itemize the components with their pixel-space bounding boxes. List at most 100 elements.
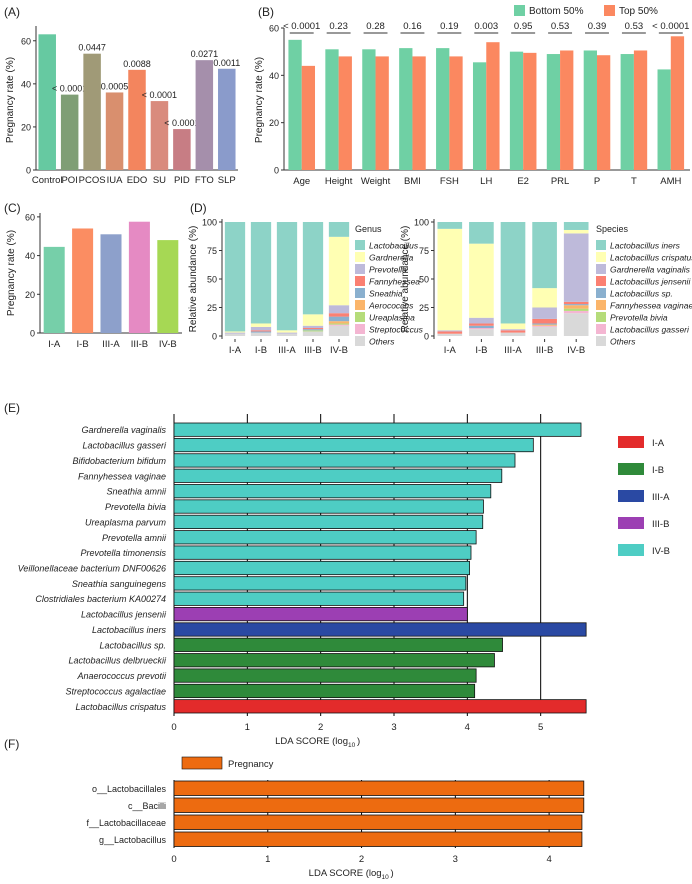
b-bar-amh-bottom-50 [657,69,671,170]
d-genus-legend-label: Aerococcus [368,301,414,311]
d-species-segment-i-a-lactobacillus-crispatus [437,228,463,331]
e-feature-label: Lactobacillus jensenii [81,610,167,620]
f-x-tick-label: 0 [171,854,176,865]
e-x-tick-label: 2 [318,722,323,733]
e-feature-label: Streptococcus agalactiae [65,686,166,696]
d-genus-legend-label: Ureaplasma [369,313,415,323]
a-p-value-label: 0.0271 [191,49,219,59]
d-genus-y-tick-label: 25 [207,303,217,313]
c-y-tick-label: 40 [25,251,35,261]
d-genus-legend-label: Prevotella [369,265,407,275]
panel-label-a: (A) [4,5,20,19]
d-genus-segment-i-a-lactobacillus [224,222,246,332]
e-bar-bifidobacterium-bifidum [173,453,516,468]
b-bar-age-bottom-50 [288,39,302,171]
a-bar-pcos [83,53,101,170]
e-bar-lactobacillus-jensenii [173,607,468,622]
e-bar-fannyhessea-vaginae [173,468,503,483]
a-x-tick-label: EDO [127,175,148,186]
b-p-value-label: 0.003 [474,21,498,32]
d-genus-legend-label: Fannyhessea [369,277,420,287]
b-y-tick-label: 40 [269,71,279,81]
d-species-segment-i-b-lactobacillus-crispatus [469,243,494,318]
e-feature-label: Bifidobacterium bifidum [72,456,166,466]
d-species-segment-i-a-lactobacillus-jensenii [437,331,463,334]
d-genus-legend-swatch-lactobacillus [355,240,365,250]
e-x-axis-label: LDA SCORE (log [275,736,348,747]
d-species-legend-swatch-lactobacillus-gasseri [596,324,606,334]
d-species-x-tick-label: III-A [504,345,522,356]
d-genus-y-tick-label: 100 [202,218,217,228]
f-feature-label: f__Lactobacillaceae [86,818,166,828]
d-genus-segment-i-b-sneathia [250,331,272,333]
a-x-tick-label: FTO [195,175,214,186]
d-species-legend-label: Fannyhessea vaginae [610,301,692,311]
e-feature-label: Prevotella bivia [105,502,166,512]
d-species-legend-swatch-others [596,336,606,346]
d-genus-segment-i-b-fannyhessea [250,330,272,332]
b-bar-lh-top-50 [486,42,500,171]
d-species-segment-iii-b-gardnerella-vaginalis [532,307,557,319]
d-species-segment-i-b-gardnerella-vaginalis [469,317,494,324]
b-bar-weight-top-50 [375,56,389,170]
e-feature-label: Prevotella timonensis [80,548,166,558]
d-species-segment-iii-b-others [532,326,557,336]
d-genus-segment-iii-b-fannyhessea [302,328,324,330]
d-species-x-tick-label: I-B [475,345,487,356]
b-bar-lh-bottom-50 [472,62,487,170]
d-species-segment-iii-b-fannyhessea-vaginae [532,324,557,326]
c-x-tick-label: III-A [102,339,120,350]
d-genus-x-tick-label: III-A [278,345,296,356]
b-bar-p-top-50 [596,55,611,170]
a-bar-pid [173,129,191,170]
b-legend-swatch-top-50 [604,5,615,16]
e-x-tick-label: 5 [538,722,543,733]
d-genus-y-axis-label: Relative abundance (%) [188,226,199,333]
d-species-segment-i-b-lactobacillus-gasseri [469,328,494,330]
f-x-tick-label: 3 [453,854,458,865]
d-species-legend-swatch-lactobacillus-iners [596,240,606,250]
a-bar-fto [195,60,214,170]
a-bar-control [38,34,56,170]
e-bar-sneathia-amnii [173,484,492,499]
b-p-value-label: 0.53 [551,21,570,32]
a-y-tick-label: 40 [21,79,31,89]
a-p-value-label: 0.0011 [213,58,240,68]
a-x-tick-label: SU [153,175,166,186]
b-bar-fsh-bottom-50 [436,48,450,170]
b-y-tick-label: 60 [269,24,279,34]
d-genus-legend-label: Others [369,337,395,347]
a-y-axis-label: Pregnancy rate (%) [5,57,16,143]
d-species-segment-iv-b-others [563,313,589,336]
d-species-legend-label: Lactobacillus sp. [610,289,673,299]
d-species-segment-iii-b-lactobacillus-gasseri [532,325,557,327]
d-genus-segment-iv-b-lactobacillus [328,222,350,237]
d-genus-x-tick-label: III-B [304,345,321,356]
e-legend-swatch-iii-a [618,490,644,502]
b-x-tick-label: T [631,176,637,187]
a-x-tick-label: PID [174,175,190,186]
e-feature-label: Lactobacillus iners [92,625,167,635]
d-genus-legend-label: Sneathia [369,289,403,299]
f-x-axis-label-end: ) [391,868,394,879]
c-y-axis-label: Pregnancy rate (%) [6,230,17,316]
d-species-legend-swatch-fannyhessea-vaginae [596,300,606,310]
d-species-segment-iv-b-lactobacillus-sp [563,304,589,306]
b-x-tick-label: P [594,176,600,187]
e-feature-label: Lactobacillus delbrueckii [68,656,167,666]
f-legend-swatch-pregnancy [181,756,223,770]
b-p-value-label: 0.16 [403,21,422,32]
d-species-segment-iv-b-fannyhessea-vaginae [563,305,589,309]
d-species-y-axis-label: Relative abundance (%) [400,226,411,333]
d-species-segment-iii-a-others [500,332,526,336]
d-genus-x-tick-label: I-B [255,345,267,356]
b-bar-amh-top-50 [670,36,685,171]
b-p-value-label: 0.19 [440,21,459,32]
c-y-tick-label: 20 [25,290,35,300]
c-bar-iii-a [100,234,122,333]
d-genus-segment-iii-a-others [276,333,298,336]
e-feature-label: Lactobacillus sp. [99,640,166,650]
e-feature-label: Ureaplasma parvum [85,517,167,527]
d-genus-segment-i-b-others [250,332,272,336]
c-x-tick-label: IV-B [159,339,177,350]
